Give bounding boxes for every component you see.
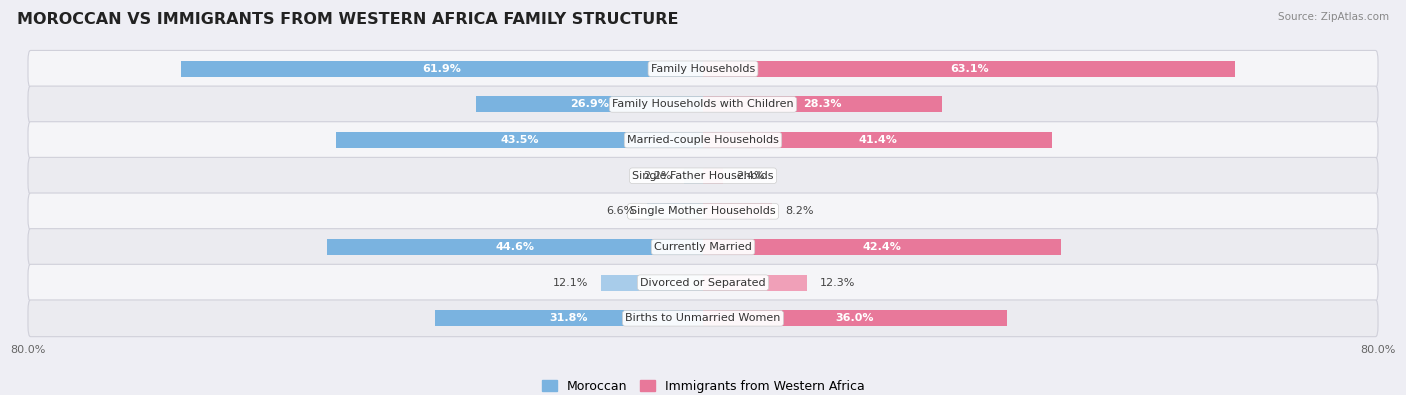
Text: Family Households: Family Households (651, 64, 755, 74)
Text: MOROCCAN VS IMMIGRANTS FROM WESTERN AFRICA FAMILY STRUCTURE: MOROCCAN VS IMMIGRANTS FROM WESTERN AFRI… (17, 12, 678, 27)
Text: 63.1%: 63.1% (950, 64, 988, 74)
Text: 6.6%: 6.6% (606, 206, 634, 216)
Text: 42.4%: 42.4% (862, 242, 901, 252)
Bar (336, 132, 703, 148)
Text: Single Mother Households: Single Mother Households (630, 206, 776, 216)
Bar (647, 203, 703, 219)
Text: 31.8%: 31.8% (550, 313, 588, 324)
Bar (703, 61, 1236, 77)
Text: Single Father Households: Single Father Households (633, 171, 773, 181)
Bar (703, 275, 807, 291)
Text: 12.1%: 12.1% (553, 278, 588, 288)
FancyBboxPatch shape (28, 264, 1378, 301)
Bar (685, 168, 703, 184)
FancyBboxPatch shape (28, 300, 1378, 337)
Bar (181, 61, 703, 77)
Text: Married-couple Households: Married-couple Households (627, 135, 779, 145)
Text: Births to Unmarried Women: Births to Unmarried Women (626, 313, 780, 324)
Text: 2.4%: 2.4% (735, 171, 765, 181)
FancyBboxPatch shape (28, 229, 1378, 265)
Text: 26.9%: 26.9% (569, 100, 609, 109)
Legend: Moroccan, Immigrants from Western Africa: Moroccan, Immigrants from Western Africa (537, 375, 869, 395)
Bar (600, 275, 703, 291)
Bar (326, 239, 703, 255)
Text: 28.3%: 28.3% (803, 100, 842, 109)
Bar (703, 203, 772, 219)
FancyBboxPatch shape (28, 86, 1378, 123)
Bar (703, 168, 723, 184)
FancyBboxPatch shape (28, 193, 1378, 230)
Text: Divorced or Separated: Divorced or Separated (640, 278, 766, 288)
Text: Currently Married: Currently Married (654, 242, 752, 252)
Text: Source: ZipAtlas.com: Source: ZipAtlas.com (1278, 12, 1389, 22)
Text: 2.2%: 2.2% (644, 171, 672, 181)
Text: 61.9%: 61.9% (422, 64, 461, 74)
Text: 43.5%: 43.5% (501, 135, 538, 145)
Bar (703, 239, 1060, 255)
Bar (703, 96, 942, 113)
Text: 44.6%: 44.6% (495, 242, 534, 252)
Bar (703, 310, 1007, 326)
Text: Family Households with Children: Family Households with Children (612, 100, 794, 109)
Text: 8.2%: 8.2% (785, 206, 813, 216)
Text: 12.3%: 12.3% (820, 278, 855, 288)
Bar (434, 310, 703, 326)
FancyBboxPatch shape (28, 51, 1378, 87)
Bar (477, 96, 703, 113)
FancyBboxPatch shape (28, 122, 1378, 158)
Bar (703, 132, 1052, 148)
Text: 36.0%: 36.0% (835, 313, 875, 324)
Text: 41.4%: 41.4% (858, 135, 897, 145)
FancyBboxPatch shape (28, 157, 1378, 194)
